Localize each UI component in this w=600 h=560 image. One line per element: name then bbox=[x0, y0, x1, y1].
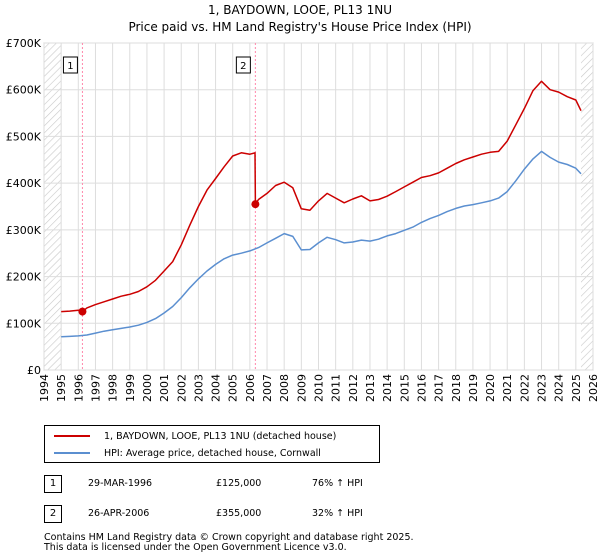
x-tick-label: 2007 bbox=[261, 374, 274, 402]
transaction-label: 2 bbox=[240, 61, 246, 72]
x-tick-label: 1994 bbox=[38, 374, 51, 402]
x-tick-label: 2012 bbox=[347, 374, 360, 402]
transaction-badge: 2 bbox=[44, 505, 62, 523]
transaction-price: £355,000 bbox=[216, 508, 262, 519]
transaction-label-box bbox=[235, 56, 251, 74]
x-tick-label: 2006 bbox=[244, 374, 257, 402]
legend-label-property: 1, BAYDOWN, LOOE, PL13 1NU (detached hou… bbox=[104, 430, 337, 442]
y-tick-label: £0 bbox=[27, 364, 41, 377]
y-tick-label: £700K bbox=[6, 37, 42, 50]
x-tick-label: 2009 bbox=[295, 374, 308, 402]
x-tick-label: 2010 bbox=[313, 374, 326, 402]
y-tick-label: £100K bbox=[6, 317, 42, 330]
chart-title: 1, BAYDOWN, LOOE, PL13 1NU bbox=[208, 3, 392, 17]
y-tick-label: £400K bbox=[6, 177, 42, 190]
x-tick-label: 2017 bbox=[433, 374, 446, 402]
legend-swatch-hpi bbox=[54, 452, 90, 454]
transaction-price: £125,000 bbox=[216, 478, 262, 489]
footer-license: This data is licensed under the Open Gov… bbox=[44, 542, 347, 553]
transaction-date: 29-MAR-1996 bbox=[88, 478, 153, 489]
hatched-region bbox=[580, 43, 593, 370]
series-line bbox=[61, 80, 582, 313]
transaction-date: 26-APR-2006 bbox=[88, 508, 150, 519]
hatched-region bbox=[44, 43, 62, 370]
series-line bbox=[61, 150, 582, 338]
x-tick-label: 2011 bbox=[330, 374, 343, 402]
x-tick-label: 2021 bbox=[501, 374, 514, 402]
y-tick-label: £300K bbox=[6, 224, 42, 237]
x-tick-label: 2008 bbox=[278, 374, 291, 402]
x-tick-label: 2020 bbox=[484, 374, 497, 402]
hatched-regions bbox=[44, 43, 593, 370]
transaction-label-box bbox=[62, 56, 78, 74]
y-tick-label: £600K bbox=[6, 84, 42, 97]
chart-subtitle: Price paid vs. HM Land Registry's House … bbox=[128, 20, 471, 34]
x-tick-label: 2001 bbox=[158, 374, 171, 402]
x-tick-label: 2019 bbox=[467, 374, 480, 402]
x-tick-label: 1995 bbox=[55, 374, 68, 402]
legend-item-hpi: HPI: Average price, detached house, Corn… bbox=[45, 444, 321, 462]
x-tick-label: 2022 bbox=[518, 374, 531, 402]
transaction-row: 2 26-APR-2006 £355,000 32% ↑ HPI bbox=[44, 505, 584, 525]
y-tick-label: £200K bbox=[6, 271, 42, 284]
x-tick-label: 2003 bbox=[192, 374, 205, 402]
x-tick-label: 2024 bbox=[553, 374, 566, 402]
x-tick-label: 1998 bbox=[107, 374, 120, 402]
transaction-hpi-change: 32% ↑ HPI bbox=[312, 508, 363, 519]
legend-label-hpi: HPI: Average price, detached house, Corn… bbox=[104, 447, 321, 459]
grid-lines bbox=[43, 42, 594, 371]
y-tick-label: £500K bbox=[6, 130, 42, 143]
x-tick-label: 2013 bbox=[364, 374, 377, 402]
footer: Contains HM Land Registry data © Crown c… bbox=[44, 533, 414, 553]
transaction-hpi-change: 76% ↑ HPI bbox=[312, 478, 363, 489]
x-tick-label: 1999 bbox=[124, 374, 137, 402]
x-tick-label: 2016 bbox=[415, 374, 428, 402]
legend: 1, BAYDOWN, LOOE, PL13 1NU (detached hou… bbox=[44, 425, 380, 463]
transaction-row: 1 29-MAR-1996 £125,000 76% ↑ HPI bbox=[44, 475, 584, 495]
series-lines bbox=[61, 80, 582, 338]
x-tick-label: 2002 bbox=[175, 374, 188, 402]
price-chart: 1, BAYDOWN, LOOE, PL13 1NU Price paid vs… bbox=[6, 3, 600, 402]
legend-item-property: 1, BAYDOWN, LOOE, PL13 1NU (detached hou… bbox=[45, 427, 336, 445]
transaction-marker bbox=[78, 307, 87, 316]
x-tick-label: 2023 bbox=[536, 374, 549, 402]
legend-swatch-property bbox=[54, 435, 90, 437]
transaction-label: 1 bbox=[67, 61, 73, 72]
x-tick-label: 2018 bbox=[450, 374, 463, 402]
transaction-marker bbox=[251, 200, 260, 209]
x-tick-label: 2025 bbox=[570, 374, 583, 402]
x-tick-label: 2004 bbox=[210, 374, 223, 402]
transaction-markers bbox=[78, 200, 260, 316]
x-tick-label: 1996 bbox=[72, 374, 85, 402]
y-axis: £0 £100K £200K £300K £400K £500K £600K £700K bbox=[6, 37, 42, 377]
x-axis: 1994 1995 1996 1997 1998 1999 2000 2001 2002 2003… bbox=[38, 374, 600, 402]
footer-copyright: Contains HM Land Registry data © Crown c… bbox=[44, 532, 414, 543]
x-tick-label: 2014 bbox=[381, 374, 394, 402]
x-tick-label: 1997 bbox=[89, 374, 102, 402]
transaction-badge: 1 bbox=[44, 475, 62, 493]
x-tick-label: 2015 bbox=[398, 374, 411, 402]
x-tick-label: 2005 bbox=[227, 374, 240, 402]
x-tick-label: 2026 bbox=[587, 374, 600, 402]
x-tick-label: 2000 bbox=[141, 374, 154, 402]
